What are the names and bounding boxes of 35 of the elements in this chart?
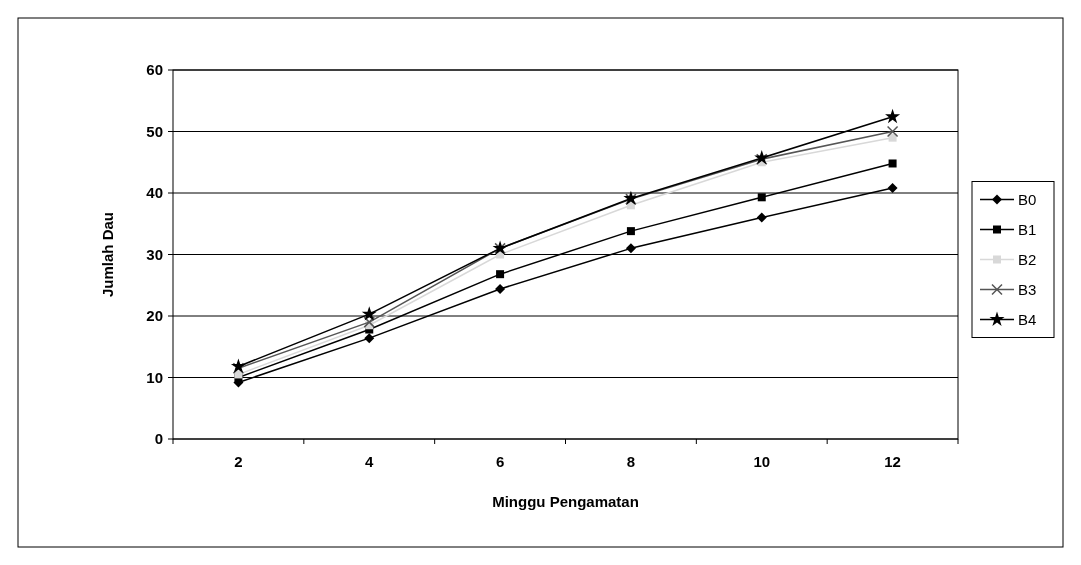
y-tick-label: 10: [146, 368, 163, 386]
x-tick-label: 12: [884, 453, 901, 470]
x-tick-label: 8: [626, 453, 636, 470]
y-tick-label: 40: [146, 184, 163, 202]
y-tick-label: 20: [146, 307, 163, 325]
legend-label: B2: [1018, 250, 1037, 268]
x-axis-title: Minggu Pengamatan: [492, 493, 639, 510]
point: [625, 243, 636, 254]
y-tick-label: 30: [146, 245, 163, 263]
point: [230, 358, 246, 373]
y-tick-label: 0: [154, 430, 163, 448]
legend-label: B1: [1018, 220, 1037, 238]
point: [364, 333, 375, 344]
y-tick-label: 50: [146, 122, 163, 140]
point: [495, 283, 506, 294]
legend-label: B0: [1018, 190, 1037, 208]
y-axis-title: Jumlah Dau: [99, 211, 116, 298]
point: [756, 212, 767, 223]
legend-label: B4: [1018, 310, 1037, 328]
point: [887, 183, 898, 194]
point: [886, 125, 899, 138]
point: [888, 159, 897, 168]
legend-label: B3: [1018, 280, 1037, 298]
y-tick-label: 60: [146, 61, 163, 79]
point: [361, 306, 377, 321]
point: [885, 108, 901, 124]
x-tick-label: 2: [234, 453, 243, 470]
x-tick-label: 10: [753, 453, 771, 470]
x-tick-label: 4: [365, 453, 375, 470]
point: [888, 133, 897, 142]
x-tick-label: 6: [495, 453, 505, 470]
point: [757, 193, 766, 202]
point: [626, 227, 635, 236]
point: [496, 270, 505, 279]
point: [363, 316, 375, 328]
